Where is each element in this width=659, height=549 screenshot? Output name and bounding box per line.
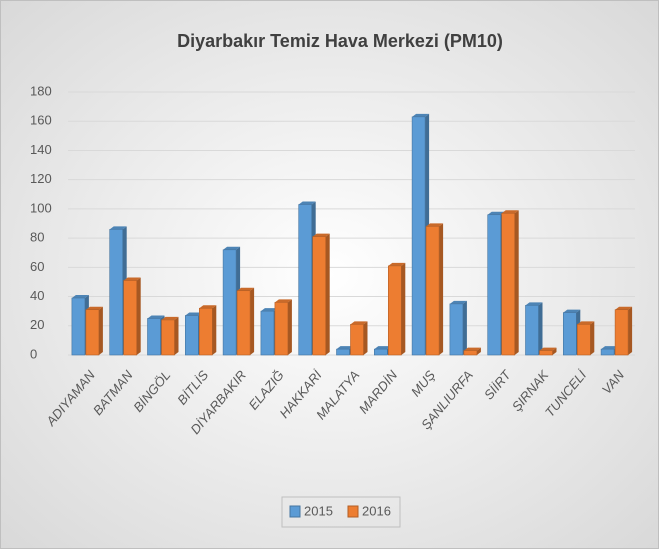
- bar-top: [147, 315, 165, 319]
- legend-label: 2015: [304, 503, 333, 518]
- y-tick-label: 40: [30, 288, 44, 303]
- bar: [161, 319, 175, 356]
- y-tick-label: 140: [30, 142, 52, 157]
- bar: [449, 303, 464, 356]
- bar-top: [123, 277, 141, 281]
- bar-side: [439, 223, 444, 355]
- bar: [350, 324, 364, 356]
- bar: [525, 305, 539, 356]
- bar-top: [563, 309, 581, 313]
- bar-top: [463, 347, 481, 351]
- bar: [236, 290, 251, 356]
- bar: [222, 249, 237, 356]
- bar-top: [260, 308, 278, 312]
- y-tick-label: 80: [30, 230, 44, 245]
- bar-side: [250, 287, 255, 355]
- bar-top: [525, 302, 543, 306]
- bar-top: [185, 312, 203, 316]
- y-tick-label: 60: [30, 259, 44, 274]
- bar-side: [136, 277, 141, 355]
- bar-side: [325, 233, 330, 355]
- legend-label: 2016: [362, 503, 391, 518]
- bar-side: [590, 321, 595, 355]
- bar-top: [539, 347, 557, 351]
- bar-side: [538, 302, 543, 355]
- bar-side: [287, 299, 292, 355]
- bar: [463, 350, 478, 356]
- y-tick-label: 160: [30, 113, 52, 128]
- bar-side: [363, 321, 368, 355]
- legend-swatch: [289, 505, 301, 518]
- bar-side: [514, 210, 519, 355]
- bar-top: [237, 287, 255, 291]
- bar: [260, 310, 275, 356]
- chart-title: Diyarbakır Temiz Hava Merkezi (PM10): [177, 31, 503, 51]
- bar: [614, 309, 629, 356]
- bar-side: [476, 347, 481, 355]
- bar: [373, 348, 388, 356]
- bar-top: [71, 295, 89, 299]
- bar-top: [412, 113, 430, 117]
- bar: [336, 348, 350, 356]
- bar-side: [462, 300, 467, 355]
- bar-top: [501, 210, 519, 214]
- bar: [185, 315, 199, 356]
- y-tick-label: 100: [30, 200, 52, 215]
- bar-top: [487, 211, 505, 215]
- bar-top: [374, 346, 392, 350]
- bar: [600, 348, 615, 356]
- bar-top: [336, 346, 354, 350]
- bar-top: [223, 246, 241, 250]
- bar: [109, 229, 123, 356]
- bar-side: [174, 316, 179, 355]
- bar-top: [615, 306, 633, 310]
- bar-top: [109, 226, 127, 230]
- y-tick-label: 20: [30, 317, 44, 332]
- bar: [387, 265, 402, 356]
- bar: [199, 307, 213, 356]
- bar: [147, 318, 161, 356]
- y-tick-label: 0: [30, 346, 37, 361]
- bar-top: [312, 233, 330, 237]
- bar: [425, 226, 440, 356]
- y-tick-label: 180: [30, 83, 52, 98]
- legend-box: [281, 496, 401, 528]
- bar-top: [161, 316, 179, 320]
- bar: [487, 214, 502, 356]
- bar-side: [552, 347, 557, 355]
- bar: [576, 324, 591, 356]
- bar-top: [426, 223, 444, 227]
- y-tick-label: 120: [30, 171, 52, 186]
- bar-top: [601, 346, 619, 350]
- legend-swatch: [347, 505, 359, 518]
- bar-top: [449, 300, 467, 304]
- bar: [85, 309, 100, 356]
- bar-top: [85, 306, 103, 310]
- bar: [562, 312, 577, 356]
- bar-side: [212, 305, 217, 355]
- bar: [298, 204, 313, 356]
- bar-top: [298, 201, 316, 205]
- bar: [312, 236, 327, 356]
- bar-side: [628, 306, 633, 355]
- bar-top: [577, 321, 595, 325]
- bar: [71, 297, 86, 356]
- bar-side: [98, 306, 103, 355]
- bar-top: [350, 321, 368, 325]
- bar-top: [199, 305, 217, 309]
- bar: [539, 350, 553, 356]
- bar: [123, 280, 137, 356]
- bar-top: [274, 299, 292, 303]
- bar: [501, 212, 516, 356]
- bar: [411, 116, 426, 356]
- bar: [274, 302, 289, 356]
- bar-top: [388, 262, 406, 266]
- bar-side: [401, 262, 406, 355]
